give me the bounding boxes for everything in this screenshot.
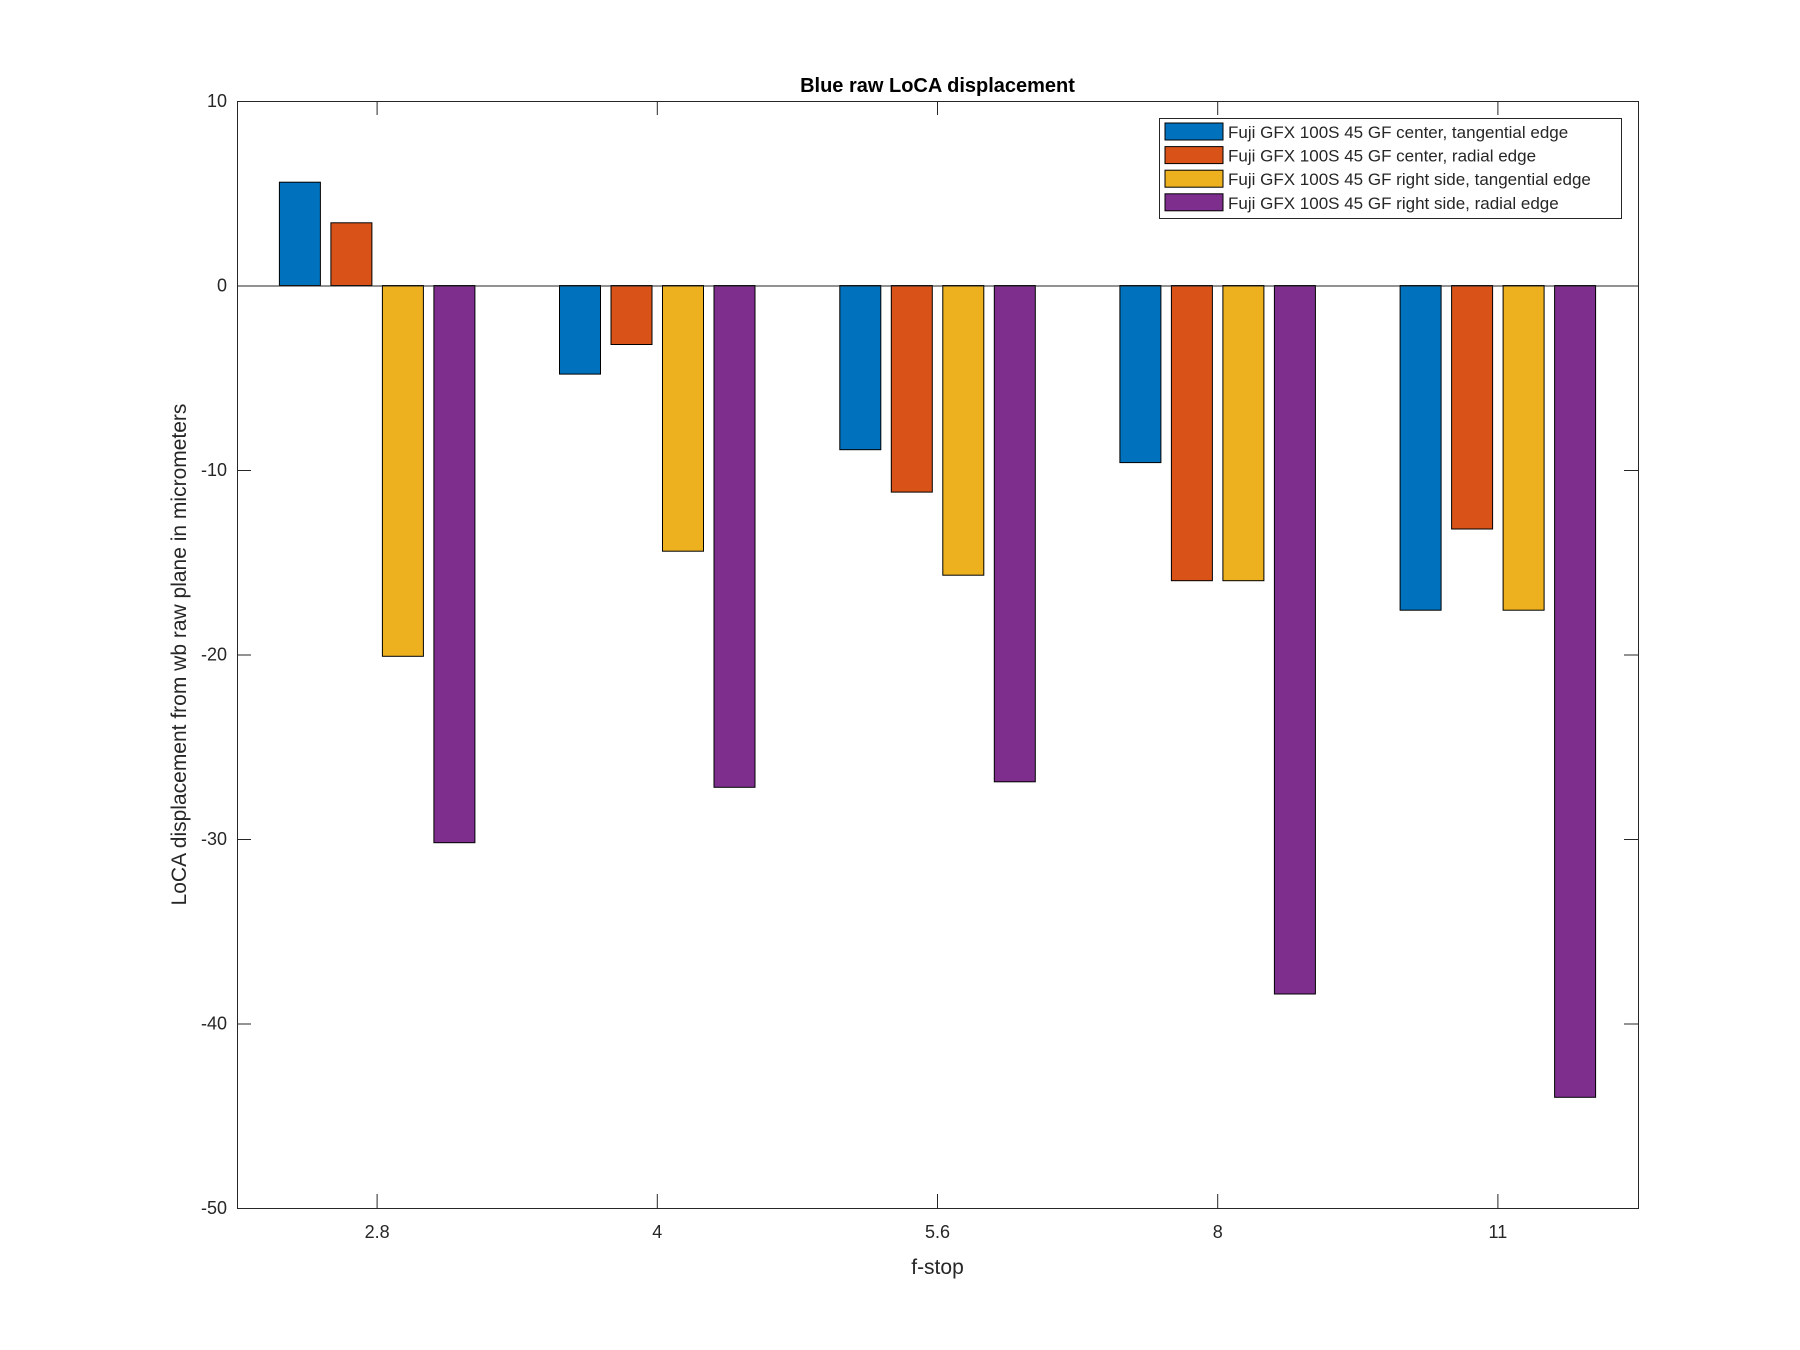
bar-series1-8: [1119, 285, 1162, 464]
y-tick-label: -50: [201, 1198, 227, 1218]
x-tick-label: 11: [1489, 1222, 1508, 1242]
chart-title: Blue raw LoCA displacement: [800, 75, 1075, 97]
legend-label-series1: Fuji GFX 100S 45 GF center, tangential e…: [1228, 123, 1568, 142]
legend-label-series2: Fuji GFX 100S 45 GF center, radial edge: [1228, 147, 1536, 166]
bar-series3-8: [1222, 285, 1265, 582]
bar-series2-8: [1170, 285, 1213, 582]
bar-series2-4: [610, 285, 653, 345]
bar-series3-5.6: [942, 285, 985, 576]
bar-series1-5.6: [839, 285, 882, 451]
y-tick-label: 10: [207, 91, 227, 111]
x-tick-label: 8: [1213, 1222, 1223, 1242]
bar-series2-11: [1451, 285, 1494, 530]
bar-series1-2.8: [278, 181, 321, 286]
legend-swatch-series1: [1164, 122, 1224, 141]
legend-label-series4: Fuji GFX 100S 45 GF right side, radial e…: [1228, 194, 1559, 213]
x-tick-label: 4: [652, 1222, 662, 1242]
bar-series3-4: [662, 285, 704, 552]
bar-series4-8: [1273, 285, 1316, 995]
bar-series2-5.6: [890, 285, 933, 493]
y-tick-label: -30: [201, 829, 227, 849]
bar-series1-4: [559, 285, 601, 375]
y-tick-label: 0: [217, 276, 227, 296]
y-axis-label: LoCA displacement from wb raw plane in m…: [168, 404, 191, 906]
bar-series4-2.8: [433, 285, 476, 844]
legend-swatch-series3: [1164, 169, 1224, 188]
axis-ticks: 10 0 -10 -20 -30 -40 -50 2.8 4 5.6 8 11: [201, 91, 1638, 1242]
x-tick-label: 5.6: [925, 1222, 950, 1242]
bar-series4-5.6: [993, 285, 1036, 783]
bar-series2-2.8: [330, 222, 373, 287]
bar-series3-11: [1502, 285, 1545, 611]
bar-series3-2.8: [381, 285, 424, 657]
y-tick-label: -20: [201, 645, 227, 665]
bars-layer: [278, 181, 1597, 1098]
y-tick-label: -10: [201, 460, 227, 480]
x-tick-label: 2.8: [365, 1222, 390, 1242]
x-axis-label: f-stop: [911, 1256, 964, 1279]
bar-series4-4: [713, 285, 756, 788]
legend: Fuji GFX 100S 45 GF center, tangential e…: [1159, 118, 1622, 219]
bar-series4-11: [1554, 285, 1597, 1098]
legend-label-series3: Fuji GFX 100S 45 GF right side, tangenti…: [1228, 170, 1591, 189]
legend-box: [1159, 118, 1622, 219]
bar-series1-11: [1399, 285, 1442, 611]
y-tick-label: -40: [201, 1014, 227, 1034]
legend-swatch-series2: [1164, 146, 1224, 165]
legend-swatch-series4: [1164, 193, 1224, 212]
